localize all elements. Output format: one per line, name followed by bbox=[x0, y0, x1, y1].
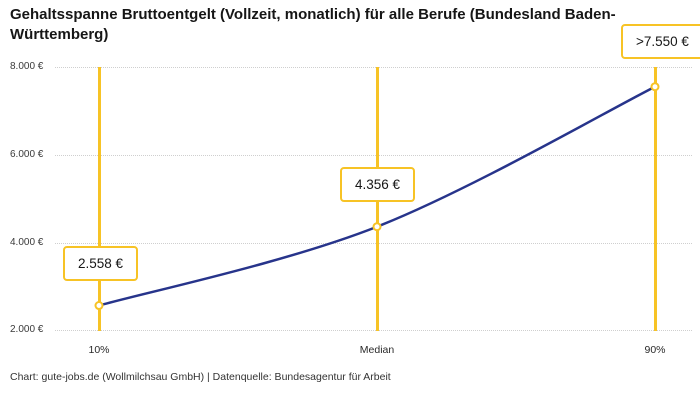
gridline-2000 bbox=[55, 330, 692, 331]
gridline-8000 bbox=[55, 67, 692, 68]
chart-credit: Chart: gute-jobs.de (Wollmilchsau GmbH) … bbox=[10, 371, 391, 383]
x-axis-label-median: Median bbox=[359, 344, 395, 356]
value-label-10: 2.558 € bbox=[63, 246, 139, 281]
percentile-line-90 bbox=[653, 67, 657, 331]
y-axis-label: 2.000 € bbox=[10, 324, 44, 335]
y-axis-label: 4.000 € bbox=[10, 237, 44, 248]
value-label-90: >7.550 € bbox=[621, 24, 700, 59]
percentile-line-10 bbox=[97, 67, 101, 331]
x-axis-label-90: 90% bbox=[644, 344, 666, 356]
value-label-median: 4.356 € bbox=[340, 167, 416, 202]
y-axis-label: 8.000 € bbox=[10, 61, 44, 72]
y-axis-label: 6.000 € bbox=[10, 149, 44, 160]
gridline-4000 bbox=[55, 243, 692, 244]
chart-title: Gehaltsspanne Bruttoentgelt (Vollzeit, m… bbox=[10, 6, 616, 44]
gridline-6000 bbox=[55, 155, 692, 156]
x-axis-label-10: 10% bbox=[88, 344, 110, 356]
